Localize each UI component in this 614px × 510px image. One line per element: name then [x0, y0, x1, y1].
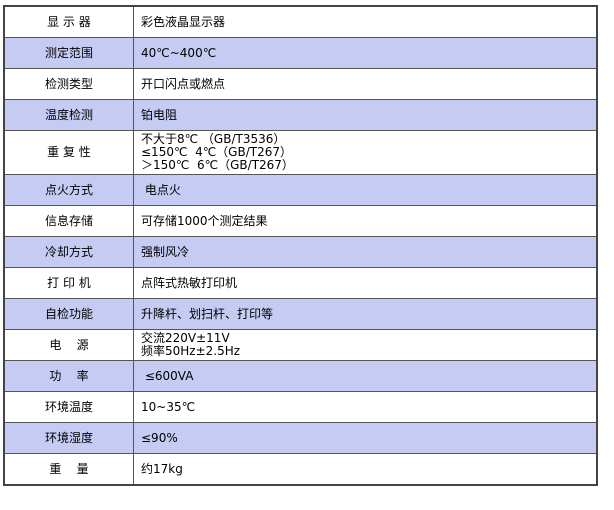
spec-row: 冷却方式 强制风冷	[3, 236, 598, 268]
spec-row: 环境温度 10~35℃	[3, 391, 598, 423]
spec-row: 点火方式 电点火	[3, 174, 598, 206]
spec-value-line: 点阵式热敏打印机	[141, 275, 238, 290]
spec-label: 重 量	[3, 453, 134, 486]
spec-value: ≤600VA	[133, 360, 598, 392]
spec-label: 测定范围	[3, 37, 134, 69]
spec-value: 彩色液晶显示器	[133, 5, 598, 38]
spec-value-line: 强制风冷	[141, 244, 190, 259]
spec-value: 40℃~400℃	[133, 37, 598, 69]
spec-row: 重 量约17kg	[3, 453, 598, 486]
spec-label: 信息存储	[3, 205, 134, 237]
spec-value: ≤90%	[133, 422, 598, 454]
spec-value: 强制风冷	[133, 236, 598, 268]
spec-row: 检测类型 开口闪点或燃点	[3, 68, 598, 100]
spec-label: 点火方式	[3, 174, 134, 206]
spec-value: 升降杆、划扫杆、打印等	[133, 298, 598, 330]
spec-row: 功 率 ≤600VA	[3, 360, 598, 392]
spec-label: 检测类型	[3, 68, 134, 100]
spec-value-line: ＞150℃ 6℃（GB/T267）	[141, 158, 294, 172]
spec-value: 不大于8℃ （GB/T3536） ≤150℃ 4℃（GB/T267） ＞150℃ 6…	[133, 130, 598, 175]
spec-table: 显 示 器彩色液晶显示器 测定范围 40℃~400℃ 检测类型 开口闪点或燃点 温度检测铂…	[3, 5, 598, 486]
spec-row: 电 源交流220V±11V 频率50Hz±2.5Hz	[3, 329, 598, 361]
spec-value-line: 开口闪点或燃点	[141, 76, 226, 91]
spec-value: 交流220V±11V 频率50Hz±2.5Hz	[133, 329, 598, 361]
spec-label: 电 源	[3, 329, 134, 361]
spec-value-line: 电点火	[141, 182, 181, 197]
spec-value-line: 40℃~400℃	[141, 45, 217, 60]
spec-row: 温度检测 铂电阻	[3, 99, 598, 131]
spec-label: 功 率	[3, 360, 134, 392]
spec-value-line: 彩色液晶显示器	[141, 14, 226, 29]
spec-label: 环境湿度	[3, 422, 134, 454]
spec-value: 点阵式热敏打印机	[133, 267, 598, 299]
spec-row: 打 印 机点阵式热敏打印机	[3, 267, 598, 299]
spec-value-line: 升降杆、划扫杆、打印等	[141, 306, 274, 321]
spec-value-line: ≤150℃ 4℃（GB/T267）	[141, 145, 292, 159]
spec-value: 约17kg	[133, 453, 598, 486]
spec-value-line: 铂电阻	[141, 107, 178, 122]
spec-value: 开口闪点或燃点	[133, 68, 598, 100]
spec-label: 环境温度	[3, 391, 134, 423]
spec-value: 电点火	[133, 174, 598, 206]
spec-value: 10~35℃	[133, 391, 598, 423]
spec-row: 信息存储 可存储1000个测定结果	[3, 205, 598, 237]
spec-label: 温度检测	[3, 99, 134, 131]
spec-row: 重 复 性不大于8℃ （GB/T3536） ≤150℃ 4℃（GB/T267） ＞1…	[3, 130, 598, 175]
spec-value: 可存储1000个测定结果	[133, 205, 598, 237]
spec-value-line: 交流220V±11V	[141, 331, 230, 345]
spec-label: 自检功能	[3, 298, 134, 330]
spec-value-line: 频率50Hz±2.5Hz	[141, 344, 241, 358]
spec-value-line: 10~35℃	[141, 399, 196, 414]
spec-value-line: 约17kg	[141, 461, 183, 476]
spec-value-line: ≤600VA	[141, 368, 194, 383]
spec-row: 测定范围 40℃~400℃	[3, 37, 598, 69]
spec-value: 铂电阻	[133, 99, 598, 131]
spec-value-line: ≤90%	[141, 430, 178, 445]
spec-label: 冷却方式	[3, 236, 134, 268]
spec-value-line: 不大于8℃ （GB/T3536）	[141, 132, 286, 146]
spec-label: 重 复 性	[3, 130, 134, 175]
spec-row: 自检功能 升降杆、划扫杆、打印等	[3, 298, 598, 330]
spec-label: 显 示 器	[3, 5, 134, 38]
spec-row: 显 示 器彩色液晶显示器	[3, 5, 598, 38]
spec-row: 环境湿度 ≤90%	[3, 422, 598, 454]
spec-label: 打 印 机	[3, 267, 134, 299]
spec-value-line: 可存储1000个测定结果	[141, 213, 268, 228]
